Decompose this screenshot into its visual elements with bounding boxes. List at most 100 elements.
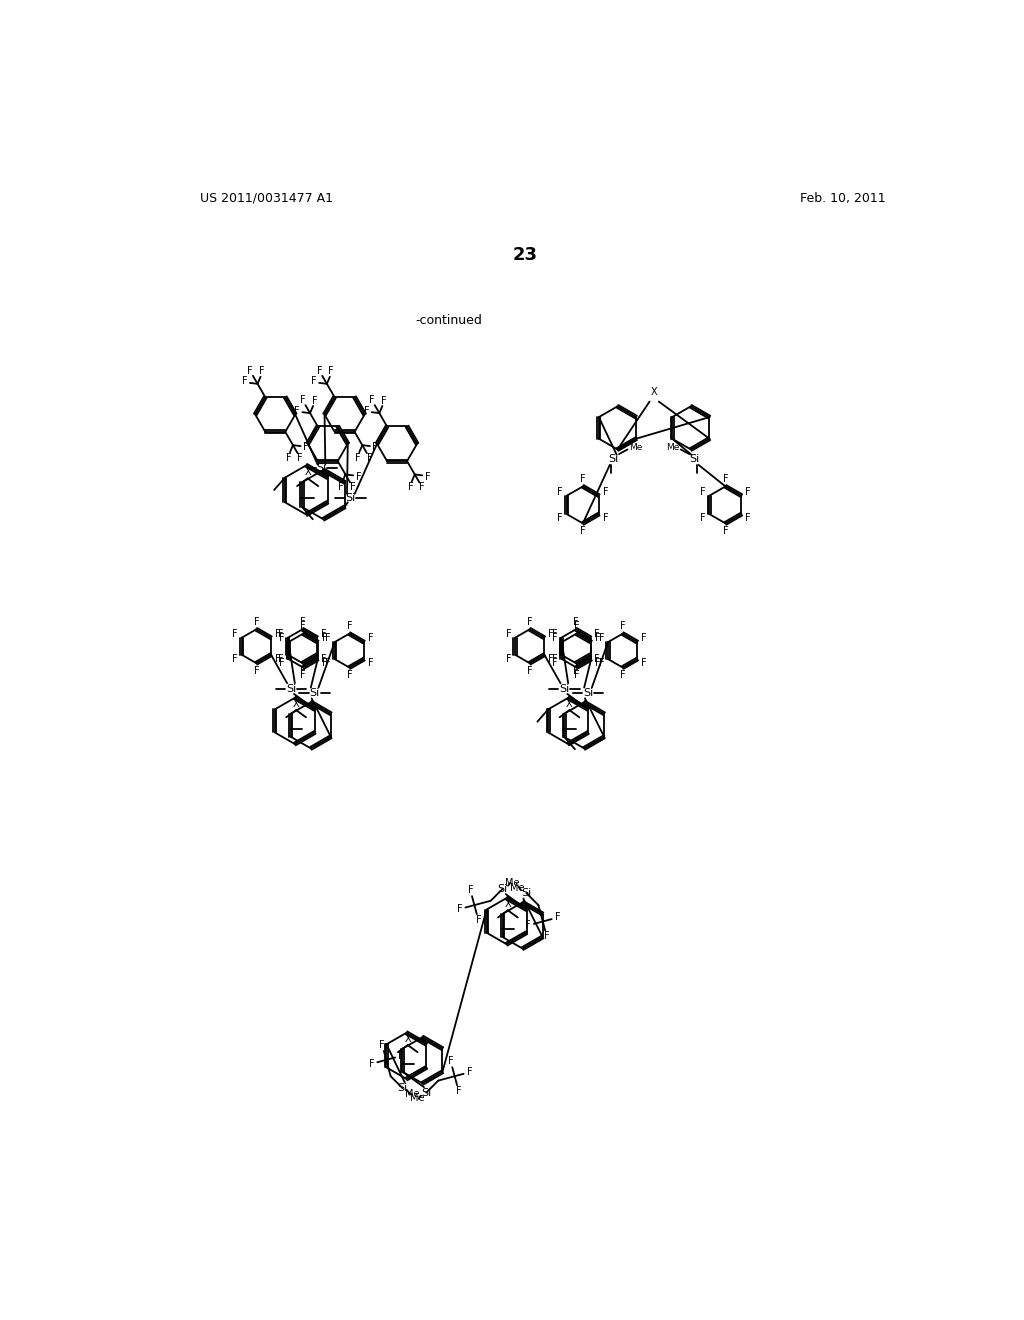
Text: Si: Si [559, 684, 569, 693]
Text: F: F [338, 482, 344, 492]
Text: Me: Me [505, 878, 519, 888]
Text: F: F [286, 453, 292, 462]
Text: F: F [603, 487, 608, 496]
Text: F: F [355, 471, 361, 482]
Text: F: F [745, 487, 751, 496]
Text: X: X [304, 467, 311, 478]
Text: F: F [254, 665, 259, 676]
Text: F: F [467, 1068, 472, 1077]
Text: F: F [303, 442, 308, 453]
Text: F: F [232, 653, 238, 664]
Text: F: F [552, 657, 558, 668]
Text: F: F [369, 1059, 374, 1069]
Text: Me: Me [410, 1093, 424, 1104]
Text: Si: Si [397, 1084, 408, 1093]
Text: F: F [322, 634, 328, 643]
Text: Si: Si [346, 492, 356, 503]
Text: F: F [573, 620, 580, 631]
Text: Si: Si [421, 1088, 431, 1097]
Text: Me: Me [666, 444, 679, 453]
Text: Si: Si [309, 688, 319, 698]
Text: Me: Me [404, 1089, 419, 1098]
Text: F: F [552, 634, 558, 643]
Text: F: F [381, 396, 387, 405]
Text: F: F [700, 487, 706, 496]
Text: F: F [456, 1086, 462, 1096]
Text: F: F [311, 396, 317, 405]
Text: F: F [620, 620, 626, 631]
Text: Feb. 10, 2011: Feb. 10, 2011 [801, 191, 886, 205]
Text: Si: Si [521, 888, 531, 898]
Text: F: F [373, 442, 378, 453]
Text: F: F [527, 665, 532, 676]
Text: F: F [548, 653, 554, 664]
Text: US 2011/0031477 A1: US 2011/0031477 A1 [200, 191, 333, 205]
Text: F: F [346, 620, 352, 631]
Text: F: F [447, 1056, 454, 1067]
Text: F: F [580, 527, 586, 536]
Text: -continued: -continued [416, 314, 482, 326]
Text: F: F [326, 657, 331, 668]
Text: F: F [573, 616, 579, 627]
Text: F: F [573, 665, 579, 676]
Text: F: F [506, 628, 511, 639]
Text: F: F [242, 376, 248, 387]
Text: F: F [274, 628, 281, 639]
Text: F: F [557, 487, 563, 496]
Text: F: F [298, 453, 303, 463]
Text: F: F [300, 616, 305, 627]
Text: F: F [468, 886, 473, 895]
Text: Si: Si [316, 463, 327, 474]
Text: F: F [329, 367, 334, 376]
Text: Si: Si [608, 454, 618, 463]
Text: F: F [300, 665, 305, 676]
Text: F: F [598, 634, 604, 643]
Text: F: F [603, 513, 608, 523]
Text: F: F [294, 405, 300, 416]
Text: F: F [595, 634, 601, 643]
Text: F: F [279, 634, 285, 643]
Text: Me: Me [629, 444, 642, 453]
Text: F: F [322, 653, 327, 664]
Text: F: F [274, 653, 281, 664]
Text: F: F [641, 634, 647, 643]
Text: F: F [723, 527, 728, 536]
Text: F: F [620, 671, 626, 680]
Text: F: F [326, 634, 331, 643]
Text: F: F [723, 474, 728, 483]
Text: F: F [552, 653, 557, 664]
Text: F: F [544, 932, 550, 941]
Text: F: F [254, 616, 259, 627]
Text: F: F [457, 904, 462, 915]
Text: F: F [311, 376, 316, 387]
Text: F: F [380, 1040, 385, 1049]
Text: F: F [548, 628, 554, 639]
Text: F: F [398, 1051, 403, 1061]
Text: F: F [552, 628, 557, 639]
Text: Si: Si [689, 454, 699, 463]
Text: F: F [322, 628, 327, 639]
Text: F: F [300, 671, 306, 680]
Text: F: F [248, 366, 253, 376]
Text: F: F [232, 628, 238, 639]
Text: X: X [404, 1034, 411, 1044]
Text: F: F [580, 474, 586, 483]
Text: F: F [279, 628, 284, 639]
Text: F: F [408, 482, 413, 492]
Text: F: F [279, 653, 284, 664]
Text: F: F [598, 657, 604, 668]
Text: X: X [505, 899, 511, 909]
Text: F: F [259, 367, 265, 376]
Text: F: F [322, 657, 328, 668]
Text: F: F [557, 513, 563, 523]
Text: F: F [300, 396, 305, 405]
Text: X: X [293, 700, 299, 709]
Text: F: F [555, 912, 560, 923]
Text: F: F [595, 657, 601, 668]
Text: F: F [355, 453, 360, 462]
Text: F: F [506, 653, 511, 664]
Text: F: F [350, 482, 355, 492]
Text: F: F [419, 482, 425, 492]
Text: F: F [745, 513, 751, 523]
Text: F: F [425, 471, 430, 482]
